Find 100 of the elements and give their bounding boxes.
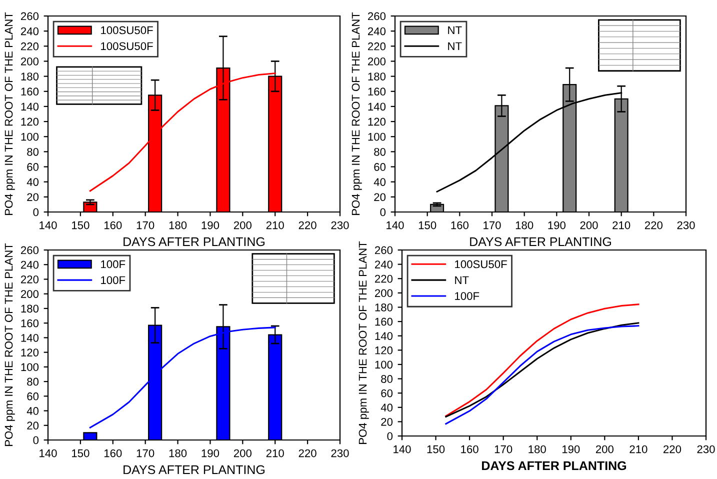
x-tick-label: 180 (169, 449, 187, 458)
legend-label: NT (448, 42, 462, 50)
y-axis-title: PO4 ppm IN THE ROOT OF THE PLANT (352, 12, 362, 215)
x-tick-label: 200 (234, 221, 252, 230)
x-axis-title: DAYS AFTER PLANTING (124, 465, 264, 474)
y-tick-label: 60 (381, 389, 393, 398)
y-tick-label: 40 (380, 404, 393, 412)
y-tick-label: 160 (375, 318, 393, 326)
y-tick-label: 80 (374, 148, 386, 156)
y-tick-label: 160 (21, 88, 39, 96)
legend-label: 100F (101, 276, 126, 284)
y-axis-title: PO4 ppm IN THE ROOT OF THE PLANT (4, 243, 15, 446)
x-tick-label: 200 (580, 221, 598, 230)
x-tick-label: 160 (104, 221, 122, 230)
y-tick-label: 140 (368, 102, 386, 111)
x-tick-label: 200 (234, 449, 252, 458)
y-tick-label: 120 (368, 118, 386, 126)
x-tick-label: 200 (596, 445, 614, 454)
y-tick-label: 100 (368, 132, 386, 141)
y-tick-label: 80 (27, 378, 39, 386)
x-tick-label: 210 (612, 221, 630, 230)
x-tick-label: 170 (484, 221, 501, 230)
y-tick-label: 20 (374, 193, 386, 202)
x-tick-label: 140 (394, 445, 411, 454)
y-tick-label: 0 (33, 436, 39, 444)
y-tick-label: 60 (27, 392, 39, 400)
x-tick-label: 220 (664, 445, 682, 454)
y-tick-label: 240 (20, 260, 39, 269)
y-tick-label: 140 (21, 102, 39, 111)
x-tick-label: 230 (331, 449, 349, 458)
legend-label: 100SU50F (455, 260, 507, 268)
y-tick-label: 260 (374, 246, 393, 254)
y-tick-label: 200 (374, 289, 393, 298)
x-axis-title: DAYS AFTER PLANTING (482, 461, 626, 470)
y-tick-label: 40 (374, 178, 386, 186)
y-tick-label: 160 (368, 88, 386, 96)
y-tick-label: 80 (381, 375, 393, 383)
x-tick-label: 230 (677, 221, 695, 230)
x-tick-label: 160 (451, 221, 468, 230)
y-tick-label: 240 (20, 27, 39, 36)
y-tick-label: 240 (368, 27, 386, 36)
x-tick-label: 190 (548, 221, 566, 230)
y-tick-label: 260 (20, 246, 39, 254)
y-tick-label: 260 (368, 12, 386, 20)
x-tick-label: 210 (266, 221, 284, 230)
y-tick-label: 180 (21, 72, 39, 80)
y-tick-label: 200 (368, 58, 386, 66)
y-tick-label: 220 (368, 42, 386, 50)
y-tick-label: 0 (387, 432, 393, 440)
legend-label: 100SU50F (101, 42, 153, 50)
y-tick-label: 220 (20, 42, 39, 50)
x-tick-label: 220 (298, 221, 316, 230)
legend-label: 100F (455, 292, 480, 300)
y-tick-label: 100 (21, 363, 39, 372)
y-tick-label: 40 (26, 407, 39, 415)
y-tick-label: 20 (381, 418, 393, 426)
y-tick-label: 220 (374, 274, 393, 283)
legend-label: NT (448, 26, 462, 34)
y-tick-label: 180 (368, 72, 386, 80)
y-tick-label: 120 (375, 346, 393, 354)
x-tick-label: 150 (72, 221, 90, 230)
x-tick-label: 180 (516, 221, 534, 230)
x-tick-label: 230 (697, 445, 715, 454)
x-tick-label: 180 (528, 445, 546, 454)
y-tick-label: 20 (27, 193, 39, 202)
x-tick-label: 190 (202, 221, 220, 230)
y-tick-label: 60 (27, 163, 39, 171)
legend-label: NT (455, 276, 469, 284)
y-tick-label: 120 (21, 348, 39, 356)
x-tick-label: 170 (136, 449, 154, 458)
y-tick-label: 200 (20, 58, 39, 66)
y-tick-label: 100 (375, 360, 393, 369)
x-tick-label: 140 (386, 221, 404, 230)
y-tick-label: 180 (375, 304, 393, 312)
y-tick-label: 140 (375, 332, 393, 340)
x-tick-label: 160 (104, 449, 122, 458)
y-tick-label: 220 (20, 276, 39, 284)
y-tick-label: 120 (21, 118, 39, 126)
x-tick-label: 150 (418, 221, 436, 230)
x-axis-title: DAYS AFTER PLANTING (124, 237, 264, 246)
y-axis-title: PO4 ppm IN THE ROOT OF THE PLANT (4, 12, 15, 215)
x-tick-label: 210 (630, 445, 648, 454)
x-axis-title: DAYS AFTER PLANTING (470, 237, 611, 246)
legend-label: 100SU50F (101, 26, 153, 34)
x-tick-label: 170 (494, 445, 512, 454)
x-tick-label: 230 (331, 221, 349, 230)
y-tick-label: 240 (374, 260, 393, 268)
x-tick-label: 140 (40, 221, 57, 230)
y-axis-title: PO4 ppm IN THE ROOT OF THE PLANT (358, 241, 369, 444)
y-tick-label: 200 (20, 290, 39, 298)
legend-label: 100F (101, 260, 126, 268)
x-tick-label: 220 (298, 449, 316, 458)
y-tick-label: 0 (380, 208, 386, 216)
y-tick-label: 160 (21, 319, 39, 328)
x-tick-label: 160 (461, 445, 478, 454)
x-tick-label: 180 (169, 221, 187, 230)
y-tick-label: 20 (27, 422, 39, 430)
x-tick-label: 150 (427, 445, 445, 454)
y-tick-label: 140 (21, 334, 39, 342)
x-tick-label: 220 (644, 221, 662, 230)
